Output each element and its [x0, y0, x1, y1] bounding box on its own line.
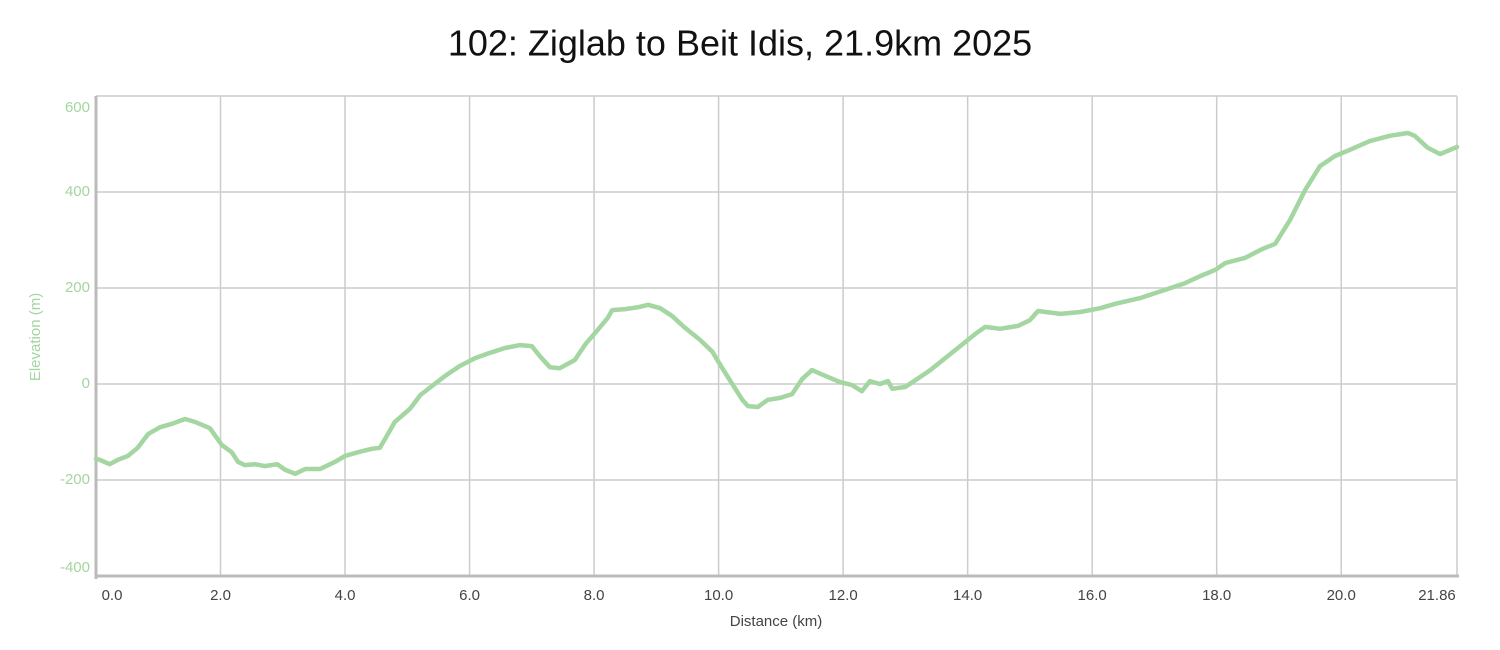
- x-tick-label: 16.0: [1078, 587, 1107, 604]
- x-tick-label: 0.0: [102, 587, 123, 604]
- x-tick-label: 20.0: [1327, 587, 1356, 604]
- y-axis-label: Elevation (m): [27, 293, 44, 381]
- y-tick-label: 0: [82, 375, 90, 392]
- x-tick-label: 12.0: [829, 587, 858, 604]
- x-tick-label: 10.0: [704, 587, 733, 604]
- x-tick-label: 18.0: [1202, 587, 1231, 604]
- y-tick-label: 400: [65, 183, 90, 200]
- chart-title: 102: Ziglab to Beit Idis, 21.9km 2025: [448, 23, 1032, 64]
- elevation-line: [93, 130, 1460, 477]
- y-tick-label: 600: [65, 99, 90, 116]
- x-tick-label: 8.0: [584, 587, 605, 604]
- x-axis-label: Distance (km): [730, 613, 823, 630]
- x-tick-label: 21.86: [1418, 587, 1456, 604]
- y-tick-label: -200: [60, 471, 90, 488]
- x-tick-label: 2.0: [210, 587, 231, 604]
- y-tick-label: -400: [60, 559, 90, 576]
- x-tick-label: 6.0: [459, 587, 480, 604]
- y-tick-label: 200: [65, 279, 90, 296]
- x-tick-label: 14.0: [953, 587, 982, 604]
- x-tick-label: 4.0: [335, 587, 356, 604]
